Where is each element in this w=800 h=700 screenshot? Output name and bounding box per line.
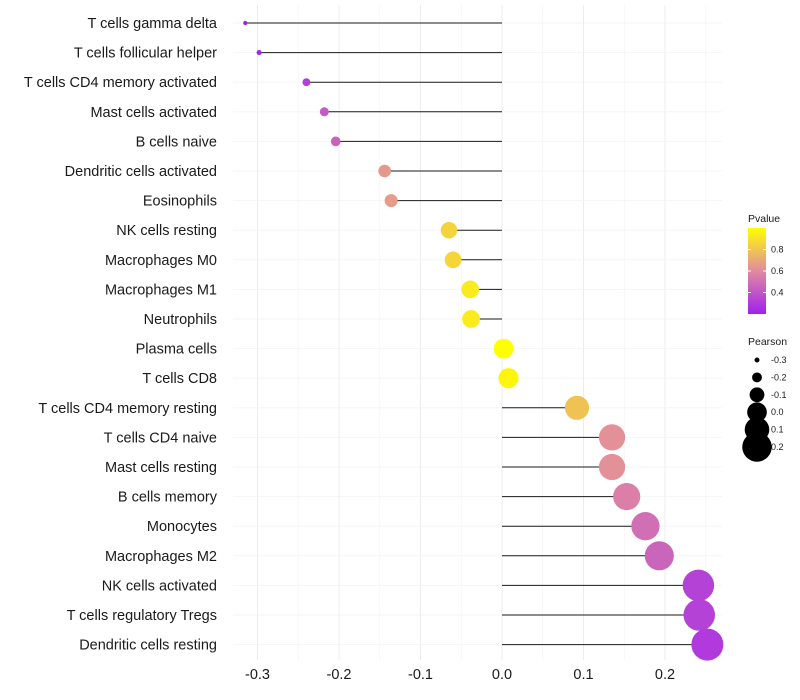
- size-legend-dot: [742, 432, 772, 462]
- lollipop-dot: [598, 424, 626, 451]
- size-legend-label: 0.1: [771, 425, 784, 435]
- lollipop-dot: [631, 512, 660, 541]
- x-axis-tick-label: 0.1: [573, 667, 593, 683]
- lollipop-dot: [330, 136, 341, 147]
- lollipop-dot: [613, 483, 641, 511]
- y-axis-label: Eosinophils: [143, 194, 217, 210]
- lollipop-dot: [493, 338, 514, 359]
- y-axis-label: Neutrophils: [144, 312, 217, 328]
- y-axis-label: Dendritic cells resting: [79, 638, 217, 654]
- y-axis-labels: T cells gamma delta T cells follicular he…: [24, 16, 218, 654]
- y-axis-label: Mast cells activated: [90, 105, 217, 121]
- lollipop-dot: [462, 310, 480, 328]
- y-axis-label: NK cells resting: [116, 223, 217, 239]
- y-axis-label: Plasma cells: [136, 342, 217, 358]
- lollipop-dot: [498, 368, 519, 389]
- x-axis-tick-label: 0.0: [492, 667, 512, 683]
- lollipop-dot: [691, 628, 724, 661]
- x-axis-tick-label: 0.2: [655, 667, 675, 683]
- x-axis-tick-label: -0.3: [245, 667, 270, 683]
- pearson-legend-title: Pearson: [748, 336, 787, 348]
- lollipop-dot: [682, 569, 715, 602]
- y-axis-label: T cells follicular helper: [74, 46, 217, 62]
- x-axis-tick-label: -0.2: [327, 667, 352, 683]
- y-axis-label: Mast cells resting: [105, 460, 217, 476]
- y-axis-label: T cells CD8: [142, 371, 217, 387]
- lollipop-dot: [598, 453, 626, 481]
- y-axis-label: Macrophages M2: [105, 549, 217, 565]
- lollipop-dot: [384, 194, 398, 208]
- pvalue-legend: Pvalue 0.4 0.6 0.8: [748, 213, 784, 314]
- size-legend-dot: [752, 372, 762, 383]
- lollipop-dot: [243, 20, 248, 26]
- y-axis-label: B cells naive: [136, 134, 217, 150]
- lollipop-dot: [444, 251, 462, 269]
- y-axis-label: T cells CD4 memory resting: [38, 401, 217, 417]
- y-axis-label: T cells CD4 naive: [104, 430, 217, 446]
- pvalue-legend-title: Pvalue: [748, 213, 780, 225]
- size-legend-label: -0.2: [771, 372, 787, 382]
- lollipop-dots: [243, 20, 724, 661]
- x-axis-tick-label: -0.1: [408, 667, 433, 683]
- size-legend-dot: [747, 402, 767, 423]
- y-axis-label: B cells memory: [118, 490, 218, 506]
- lollipop-dot: [378, 164, 391, 178]
- size-legend-dot: [749, 387, 765, 403]
- size-legend-label: 0.0: [771, 407, 784, 417]
- lollipop-dot: [564, 395, 590, 420]
- lollipop-dot: [644, 541, 674, 571]
- y-axis-label: T cells regulatory Tregs: [67, 608, 217, 624]
- colorbar-tick-label: 0.8: [771, 245, 784, 255]
- size-legend-dot: [754, 357, 760, 363]
- colorbar-tick-label: 0.6: [771, 266, 784, 276]
- y-axis-label: NK cells activated: [102, 578, 217, 594]
- size-legend-label: -0.3: [771, 355, 787, 365]
- size-legend-label: -0.1: [771, 390, 787, 400]
- y-axis-label: Monocytes: [147, 519, 217, 535]
- lollipop-dot: [683, 599, 715, 631]
- pvalue-colorbar: [748, 228, 766, 314]
- y-axis-label: Macrophages M0: [105, 253, 217, 269]
- y-axis-label: T cells CD4 memory activated: [24, 75, 217, 91]
- x-axis-tick-labels: -0.3 -0.2 -0.1 0.0 0.1 0.2: [245, 667, 675, 683]
- lollipop-dot: [440, 221, 458, 239]
- lollipop-dot: [461, 280, 480, 299]
- lollipop-dot: [319, 107, 329, 117]
- y-axis-label: Macrophages M1: [105, 282, 217, 298]
- lollipop-dot: [302, 78, 311, 87]
- lollipop-dot: [256, 50, 262, 56]
- y-axis-label: T cells gamma delta: [88, 16, 218, 32]
- colorbar-tick-label: 0.4: [771, 288, 784, 298]
- pearson-legend: Pearson -0.3 -0.2 -0.1 0.0 0.1 0.2: [742, 336, 787, 462]
- size-legend-label: 0.2: [771, 442, 784, 452]
- y-axis-label: Dendritic cells activated: [65, 164, 217, 180]
- lollipop-stems: [245, 22, 708, 646]
